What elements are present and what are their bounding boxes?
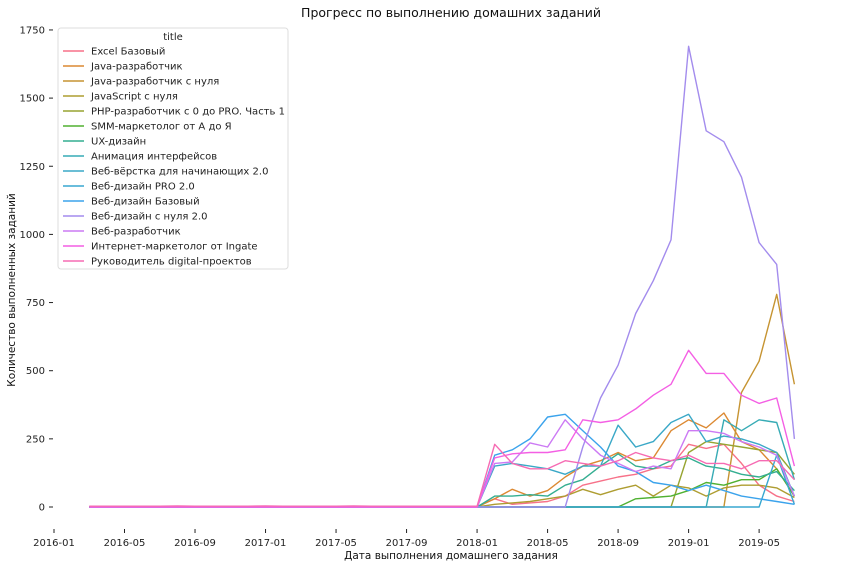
legend-entry: SMM-маркетолог от А до Я	[91, 122, 232, 133]
y-tick-label: 250	[26, 434, 45, 445]
legend-entry: Java-разработчик	[90, 62, 183, 73]
series-line	[89, 453, 795, 508]
legend-entry: Руководитель digital-проектов	[91, 257, 252, 268]
legend-entry: UX-дизайн	[91, 137, 146, 148]
series-line	[89, 413, 795, 508]
series-line	[89, 419, 796, 508]
series-line	[89, 454, 796, 508]
y-tick-label: 750	[26, 298, 45, 309]
legend-entry: Веб-разработчик	[91, 227, 181, 238]
legend-title: title	[163, 32, 183, 43]
legend-entry: Веб-дизайн PRO 2.0	[91, 182, 195, 193]
y-tick-label: 500	[26, 366, 45, 377]
chart-title: Прогресс по выполнению домашних заданий	[301, 5, 601, 20]
series-line	[89, 484, 795, 508]
x-tick-label: 2017-05	[315, 538, 357, 549]
legend-entry: JavaScript с нуля	[90, 92, 178, 103]
legend-entry: Веб-дизайн с нуля 2.0	[91, 212, 207, 223]
legend-entry: PHP-разработчик с 0 до PRO. Часть 1	[91, 107, 285, 118]
y-tick-label: 1000	[20, 230, 45, 241]
y-axis-title: Количество выполненных заданий	[6, 193, 18, 387]
legend-entry: Веб-вёрстка для начинающих 2.0	[91, 167, 268, 178]
legend-entry: Java-разработчик с нуля	[90, 77, 219, 88]
y-tick-label: 1250	[20, 162, 45, 173]
series-line	[89, 419, 796, 508]
y-tick-label: 1750	[20, 25, 45, 36]
legend-entry: Интернет-маркетолог от Ingate	[91, 242, 258, 253]
series-line	[89, 443, 795, 507]
legend: title Excel Базовый Java-разработчик Java-…	[57, 27, 289, 270]
legend-entry: Анимация интерфейсов	[91, 152, 217, 163]
legend-entry: Веб-дизайн Базовый	[91, 197, 200, 208]
x-tick-label: 2019-01	[668, 538, 710, 549]
x-axis-title: Дата выполнения домашнего задания	[344, 550, 558, 562]
x-tick-label: 2018-01	[456, 538, 498, 549]
x-tick-label: 2017-09	[386, 538, 428, 549]
series-line	[89, 412, 795, 508]
x-tick-label: 2019-05	[738, 538, 780, 549]
x-tick-label: 2018-09	[597, 538, 639, 549]
y-tick-label: 1500	[20, 94, 45, 105]
x-tick-label: 2017-01	[245, 538, 287, 549]
series-line	[89, 413, 796, 508]
x-tick-label: 2018-05	[527, 538, 569, 549]
y-tick-label: 0	[39, 503, 45, 514]
x-tick-label: 2016-05	[104, 538, 146, 549]
series-line	[89, 293, 796, 508]
series-line	[89, 349, 796, 508]
legend-box	[57, 27, 289, 270]
y-axis: 0 250 500 750 1000 1250 1500 1750	[20, 25, 53, 514]
series-lines	[89, 45, 796, 508]
x-tick-label: 2016-09	[174, 538, 216, 549]
x-tick-label: 2016-01	[33, 538, 75, 549]
series-line	[89, 440, 795, 508]
x-axis: 2016-01 2016-05 2016-09 2017-01 2017-05 2017-…	[33, 529, 780, 549]
legend-entry: Excel Базовый	[91, 47, 165, 58]
